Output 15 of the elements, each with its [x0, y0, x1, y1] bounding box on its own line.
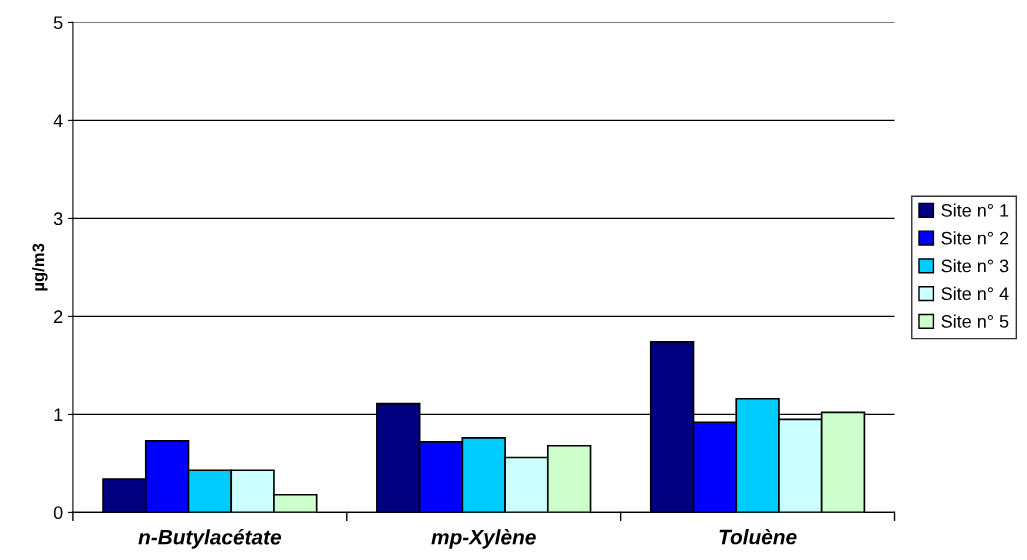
- y-axis-title: µg/m3: [31, 243, 48, 291]
- y-tick-label: 0: [53, 506, 63, 520]
- x-tick-label: Toluène: [719, 528, 797, 545]
- legend-label: Site n° 4: [941, 286, 1009, 301]
- y-tick-label: 1: [54, 408, 63, 421]
- legend-label: Site n° 3: [941, 259, 1009, 273]
- y-tick-label: 2: [54, 310, 63, 323]
- y-tick-label: 3: [53, 212, 63, 226]
- x-tick-label: mp-Xylène: [431, 529, 536, 549]
- y-tick-label: 4: [53, 114, 63, 127]
- legend-label: Site n° 2: [941, 231, 1009, 245]
- legend-label: Site n° 5: [941, 314, 1009, 328]
- y-tick-label: 5: [53, 16, 63, 30]
- x-tick-label: n-Butylacétate: [138, 529, 282, 549]
- legend-label: Site n° 1: [941, 203, 1009, 217]
